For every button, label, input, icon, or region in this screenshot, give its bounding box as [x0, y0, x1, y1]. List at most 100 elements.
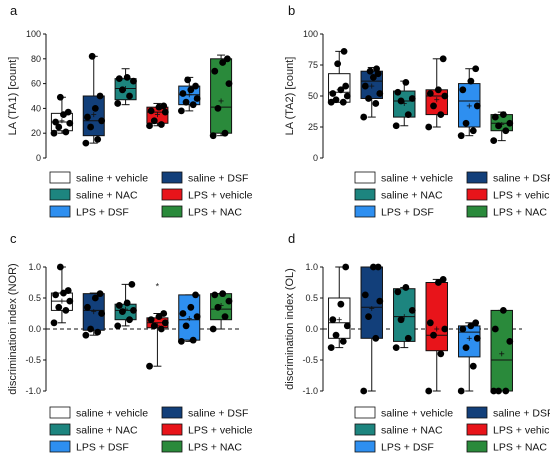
y-tick-label: 100: [26, 29, 41, 39]
box-saline-nac: [392, 78, 416, 130]
data-point: [225, 297, 233, 305]
data-point: [502, 127, 510, 135]
data-point: [115, 75, 123, 83]
data-point: [62, 128, 70, 136]
y-tick-label: 0.5: [28, 293, 41, 303]
data-point: [376, 90, 384, 97]
data-point: [408, 307, 416, 314]
legend-swatch: [354, 440, 376, 453]
data-point: [119, 308, 126, 316]
legend-swatch: [49, 440, 71, 453]
y-tick-label: 0: [36, 153, 41, 163]
data-point: [50, 129, 58, 137]
data-point: [439, 55, 447, 63]
y-tick-label: 50: [308, 91, 318, 101]
y-tick-label: 25: [308, 122, 318, 132]
legend-label: LPS + DSF: [381, 207, 434, 219]
data-point: [219, 290, 227, 298]
data-point: [469, 362, 477, 370]
legend-swatch: [354, 205, 376, 218]
box-lps-vehicle: [425, 55, 449, 131]
data-point: [495, 122, 502, 130]
data-point: [211, 67, 219, 75]
y-axis-label: discrimination index (OL): [284, 268, 296, 390]
legend-label: LPS + NAC: [188, 442, 242, 454]
data-point: [473, 102, 481, 110]
data-point: [437, 350, 445, 358]
legend-label: LPS + vehicle: [493, 425, 550, 437]
data-point: [55, 123, 63, 131]
y-tick-label: 0.0: [305, 324, 318, 334]
box-lps-dsf: [457, 319, 481, 395]
box-iqr: [425, 282, 448, 352]
data-point: [369, 74, 377, 81]
data-point: [123, 299, 131, 307]
data-point: [157, 325, 165, 333]
legend-swatch: [466, 406, 488, 419]
y-tick-label: -1.0: [302, 386, 318, 396]
panel-label: a: [10, 3, 18, 18]
data-point: [87, 325, 94, 333]
data-point: [499, 111, 507, 118]
legend-swatch: [161, 440, 183, 453]
data-point: [179, 310, 187, 317]
legend-swatch: [466, 171, 488, 184]
data-point: [56, 263, 64, 271]
data-point: [502, 387, 510, 395]
legend-label: LPS + NAC: [188, 207, 242, 219]
data-point: [182, 98, 190, 106]
legend: saline + vehicle saline + DSF saline + NAC…: [49, 406, 253, 454]
data-point: [329, 90, 337, 97]
data-point: [365, 313, 372, 320]
data-point: [179, 90, 187, 97]
data-point: [94, 328, 102, 336]
data-point: [397, 316, 405, 324]
data-point: [187, 303, 195, 311]
data-point: [223, 55, 231, 63]
legend-swatch: [161, 205, 183, 218]
legend-label: saline + vehicle: [381, 408, 453, 420]
data-point: [160, 102, 168, 110]
data-point: [150, 117, 158, 125]
legend-swatch: [354, 188, 376, 201]
data-point: [182, 322, 190, 330]
panel-a: a 0 20 40 60 80 100 LA (TA1) [count] saline + ve…: [7, 3, 253, 219]
legend: saline + vehicle saline + DSF saline + NAC…: [49, 171, 253, 219]
data-point: [457, 132, 465, 140]
legend-label: saline + NAC: [381, 425, 443, 437]
legend-swatch: [161, 423, 183, 436]
legend-label: saline + NAC: [76, 425, 138, 437]
panel-b: b 0 25 50 75 100 LA (TA2) [count] saline + vehi…: [284, 3, 550, 219]
data-point: [343, 322, 351, 330]
data-point: [425, 123, 433, 131]
box-saline-dsf: [360, 65, 384, 121]
data-point: [372, 100, 380, 107]
data-point: [394, 88, 402, 96]
data-point: [425, 387, 433, 395]
data-point: [437, 111, 445, 118]
panel-c: c -1.0 -0.5 0.0 0.5 1.0 discrimination index (…: [7, 231, 253, 454]
data-point: [473, 334, 481, 342]
box-lps-nac: [209, 290, 233, 333]
box-saline-vehicle: [50, 263, 74, 327]
box-iqr: [210, 58, 233, 134]
legend-label: LPS + vehicle: [188, 190, 253, 202]
box-lps-nac: [490, 307, 514, 395]
y-tick-label: -0.5: [25, 355, 41, 365]
data-point: [146, 122, 153, 130]
data-point: [193, 313, 201, 320]
legend-label: LPS + DSF: [76, 207, 129, 219]
y-tick-label: 40: [31, 103, 41, 113]
data-point: [128, 280, 136, 288]
data-point: [334, 60, 342, 68]
data-point: [369, 263, 377, 271]
box-saline-vehicle: [50, 93, 74, 137]
data-point: [366, 67, 374, 75]
data-point: [66, 119, 74, 127]
data-point: [467, 77, 475, 85]
data-point: [340, 47, 348, 55]
legend: saline + vehicle saline + DSF saline + NAC…: [354, 406, 550, 454]
data-point: [225, 80, 233, 87]
data-point: [402, 78, 410, 86]
data-point: [404, 334, 412, 342]
